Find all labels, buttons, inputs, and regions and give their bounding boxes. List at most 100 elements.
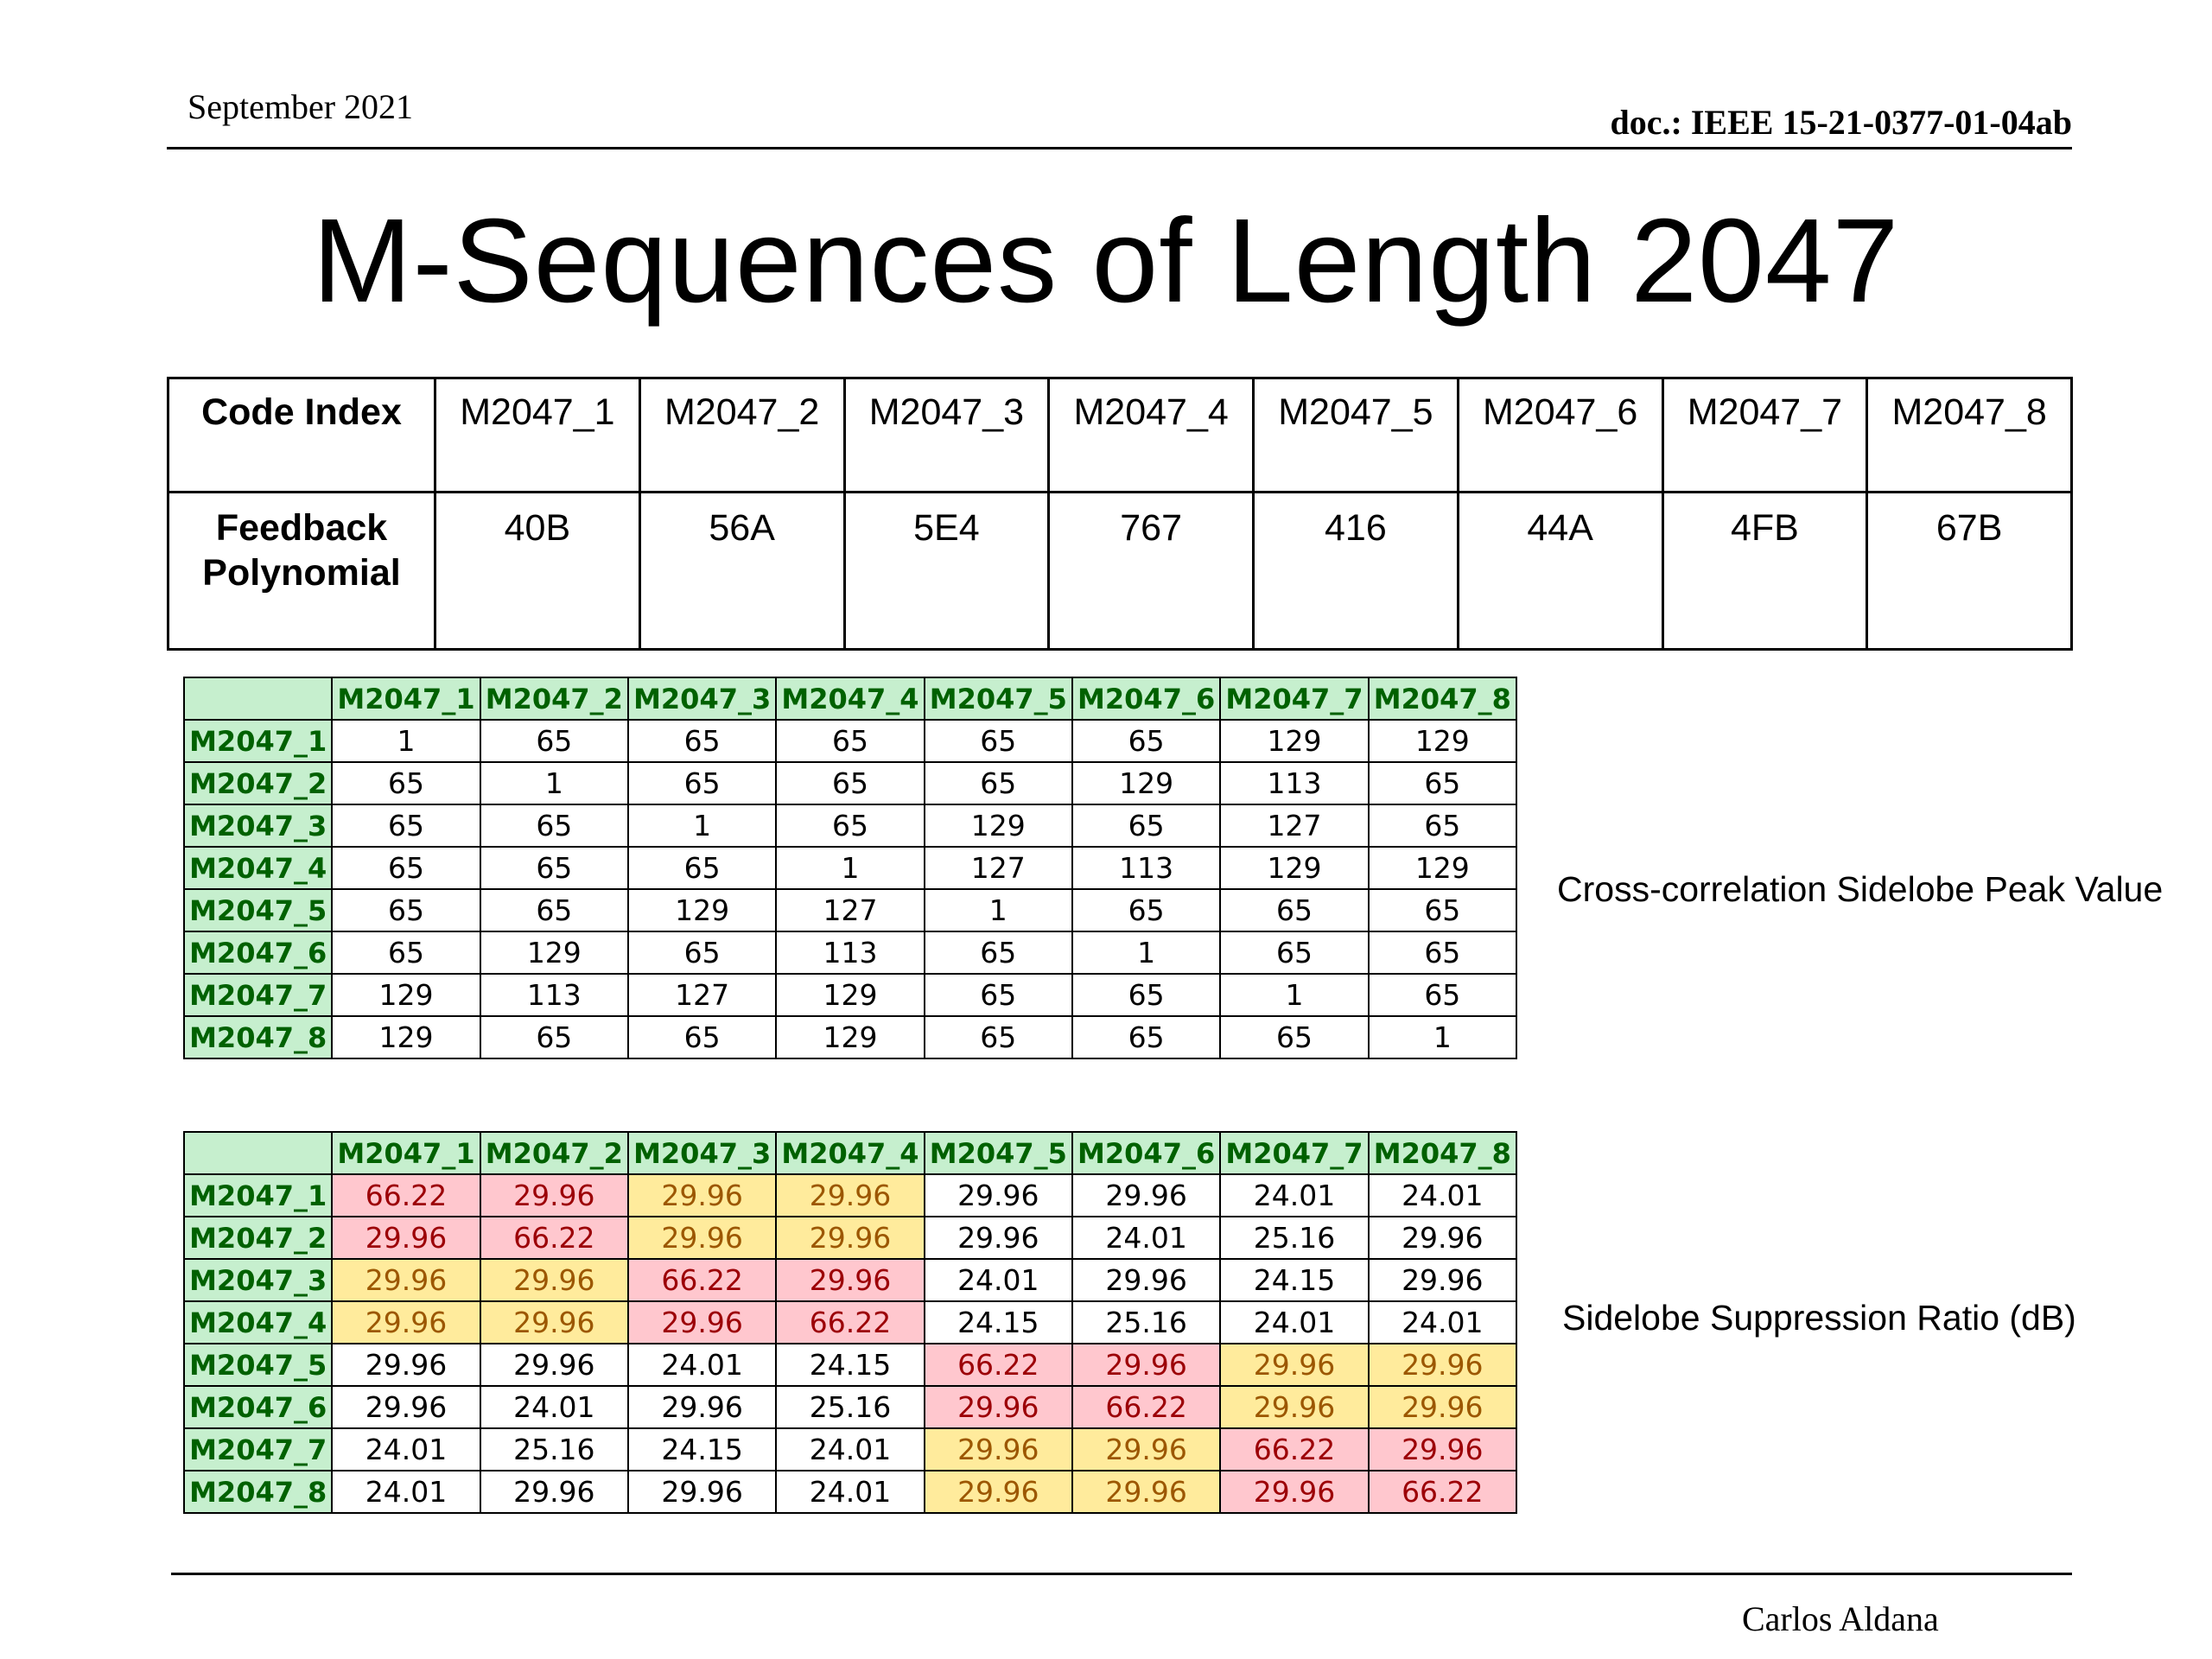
value-cell: 29.96 [1219, 1470, 1370, 1514]
table-row: M2047_8 129 65 65 129 65 65 65 1 [182, 1015, 1518, 1059]
column-header: M2047_8 [1367, 677, 1518, 721]
polynomial-cell: 40B [434, 491, 641, 651]
value-cell: 65 [1071, 804, 1222, 848]
code-cell: M2047_8 [1866, 377, 2073, 493]
table-row: M2047_7 129 113 127 129 65 65 1 65 [182, 973, 1518, 1017]
value-cell: 24.01 [331, 1427, 481, 1471]
footer-author: Carlos Aldana [1742, 1599, 1939, 1638]
value-cell: 127 [626, 973, 778, 1017]
value-cell: 1 [1219, 973, 1370, 1017]
value-cell: 113 [775, 931, 925, 975]
value-cell: 24.15 [626, 1427, 778, 1471]
value-cell: 127 [923, 846, 1073, 890]
feedback-polynomial-label: Feedback Polynomial [167, 491, 436, 651]
table-row: M2047_3 65 65 1 65 129 65 127 65 [182, 804, 1518, 848]
value-cell: 29.96 [1219, 1343, 1370, 1387]
suppression-ratio-table: M2047_1 M2047_2 M2047_3 M2047_4 M2047_5 M2047… [182, 1131, 1518, 1514]
value-cell: 1 [1071, 931, 1222, 975]
value-cell: 65 [1367, 973, 1518, 1017]
value-cell: 65 [1071, 973, 1222, 1017]
code-cell: M2047_7 [1661, 377, 1869, 493]
value-cell: 29.96 [626, 1216, 778, 1260]
row-header: M2047_8 [182, 1470, 334, 1514]
value-cell: 65 [923, 931, 1073, 975]
table-row: M2047_4 65 65 65 1 127 113 129 129 [182, 846, 1518, 890]
polynomial-cell: 67B [1866, 491, 2073, 651]
cross-correlation-table: M2047_1 M2047_2 M2047_3 M2047_4 M2047_5 M2047… [182, 677, 1518, 1059]
column-header: M2047_5 [923, 677, 1073, 721]
value-cell: 29.96 [1071, 1173, 1222, 1217]
value-cell: 29.96 [1367, 1343, 1518, 1387]
value-cell: 65 [626, 931, 778, 975]
table-row: M2047_2 29.96 66.22 29.96 29.96 29.96 24.01 25.… [182, 1216, 1518, 1260]
value-cell: 65 [923, 973, 1073, 1017]
column-header: M2047_6 [1071, 677, 1222, 721]
value-cell: 29.96 [923, 1470, 1073, 1514]
value-cell: 65 [479, 804, 629, 848]
value-cell: 65 [923, 761, 1073, 805]
value-cell: 129 [775, 973, 925, 1017]
value-cell: 1 [923, 888, 1073, 932]
polynomial-cell: 56A [638, 491, 846, 651]
value-cell: 65 [479, 846, 629, 890]
row-header: M2047_7 [182, 1427, 334, 1471]
value-cell: 66.22 [775, 1300, 925, 1344]
code-cell: M2047_1 [434, 377, 641, 493]
table-row: M2047_6 65 129 65 113 65 1 65 65 [182, 931, 1518, 975]
value-cell: 29.96 [775, 1173, 925, 1217]
value-cell: 65 [1367, 804, 1518, 848]
cross-correlation-label: Cross-correlation Sidelobe Peak Value [1557, 869, 2164, 909]
value-cell: 24.01 [1367, 1300, 1518, 1344]
code-cell: M2047_4 [1047, 377, 1255, 493]
value-cell: 65 [626, 846, 778, 890]
row-header: M2047_8 [182, 1015, 334, 1059]
table-row: M2047_5 65 65 129 127 1 65 65 65 [182, 888, 1518, 932]
code-cell: M2047_5 [1252, 377, 1459, 493]
value-cell: 65 [775, 804, 925, 848]
value-cell: 65 [1219, 931, 1370, 975]
value-cell: 65 [626, 719, 778, 763]
value-cell: 129 [479, 931, 629, 975]
value-cell: 29.96 [923, 1427, 1073, 1471]
column-header: M2047_7 [1219, 677, 1370, 721]
corner-cell [182, 677, 334, 721]
value-cell: 29.96 [1367, 1258, 1518, 1302]
value-cell: 24.15 [923, 1300, 1073, 1344]
value-cell: 29.96 [479, 1300, 629, 1344]
value-cell: 113 [479, 973, 629, 1017]
header-date: September 2021 [188, 87, 414, 126]
value-cell: 65 [1367, 761, 1518, 805]
value-cell: 24.01 [775, 1427, 925, 1471]
value-cell: 65 [1367, 888, 1518, 932]
value-cell: 1 [1367, 1015, 1518, 1059]
page-title: M-Sequences of Length 2047 [312, 194, 1900, 327]
value-cell: 65 [479, 1015, 629, 1059]
value-cell: 29.96 [1071, 1258, 1222, 1302]
row-header: M2047_2 [182, 1216, 334, 1260]
value-cell: 29.96 [1071, 1343, 1222, 1387]
value-cell: 129 [1219, 846, 1370, 890]
table-row: M2047_7 24.01 25.16 24.15 24.01 29.96 29.96 66.… [182, 1427, 1518, 1471]
value-cell: 29.96 [923, 1385, 1073, 1429]
value-cell: 65 [626, 1015, 778, 1059]
value-cell: 29.96 [626, 1470, 778, 1514]
table-row: M2047_4 29.96 29.96 29.96 66.22 24.15 25.16 24.… [182, 1300, 1518, 1344]
column-header: M2047_2 [479, 1131, 629, 1175]
value-cell: 65 [331, 846, 481, 890]
value-cell: 29.96 [775, 1258, 925, 1302]
value-cell: 29.96 [626, 1300, 778, 1344]
value-cell: 29.96 [626, 1385, 778, 1429]
value-cell: 24.01 [775, 1470, 925, 1514]
value-cell: 24.01 [1219, 1300, 1370, 1344]
value-cell: 66.22 [1367, 1470, 1518, 1514]
value-cell: 66.22 [331, 1173, 481, 1217]
polynomial-cell: 416 [1252, 491, 1459, 651]
table-row: M2047_1 66.22 29.96 29.96 29.96 29.96 29.96 24.… [182, 1173, 1518, 1217]
row-header: M2047_4 [182, 1300, 334, 1344]
value-cell: 24.01 [479, 1385, 629, 1429]
column-header: M2047_6 [1071, 1131, 1222, 1175]
value-cell: 24.01 [1367, 1173, 1518, 1217]
value-cell: 25.16 [1071, 1300, 1222, 1344]
row-header: M2047_5 [182, 888, 334, 932]
table-row: M2047_3 29.96 29.96 66.22 29.96 24.01 29.96 24.… [182, 1258, 1518, 1302]
